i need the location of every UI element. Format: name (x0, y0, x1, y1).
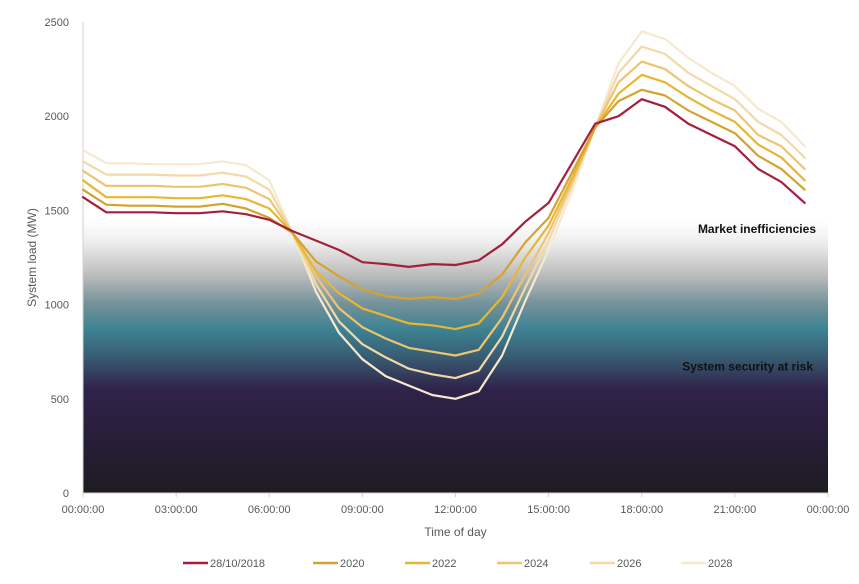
series-line-2028 (81, 30, 806, 400)
legend-item: 2022 (405, 558, 456, 570)
series-line-2024 (81, 60, 806, 357)
series-line-2022 (81, 73, 806, 331)
y-axis-title: System load (MW) (25, 208, 39, 307)
y-tick-label: 1500 (45, 205, 69, 217)
series-line-28-10-2018 (81, 98, 806, 268)
legend-item: 2024 (497, 558, 548, 570)
legend-label: 28/10/2018 (210, 558, 265, 570)
y-tick-label: 1000 (45, 300, 69, 312)
legend-item: 2020 (313, 558, 364, 570)
x-tick-label: 03:00:00 (155, 504, 198, 516)
x-tick-label: 12:00:00 (434, 504, 477, 516)
y-tick-label: 2000 (45, 111, 69, 123)
legend-label: 2026 (617, 558, 641, 570)
system-security-at-risk-label: System security at risk (682, 360, 813, 374)
y-tick-label: 500 (51, 394, 69, 406)
market-inefficiencies-label: Market inefficiencies (698, 222, 816, 236)
series-line-2026 (81, 45, 806, 380)
legend-item: 2028 (681, 558, 732, 570)
x-axis-title: Time of day (424, 525, 486, 539)
x-tick-label: 15:00:00 (527, 504, 570, 516)
x-tick-label: 09:00:00 (341, 504, 384, 516)
series-line-2020 (81, 88, 806, 300)
y-tick-label: 0 (63, 488, 69, 500)
x-tick-label: 00:00:00 (62, 504, 105, 516)
x-tick-label: 06:00:00 (248, 504, 291, 516)
x-tick-label: 18:00:00 (620, 504, 663, 516)
x-tick-label: 00:00:00 (807, 504, 850, 516)
legend-item: 2026 (590, 558, 641, 570)
legend-item: 28/10/2018 (183, 558, 265, 570)
legend-label: 2024 (524, 558, 548, 570)
y-tick-label: 2500 (45, 17, 69, 29)
legend-label: 2020 (340, 558, 364, 570)
x-tick-label: 21:00:00 (713, 504, 756, 516)
legend-label: 2022 (432, 558, 456, 570)
legend-label: 2028 (708, 558, 732, 570)
